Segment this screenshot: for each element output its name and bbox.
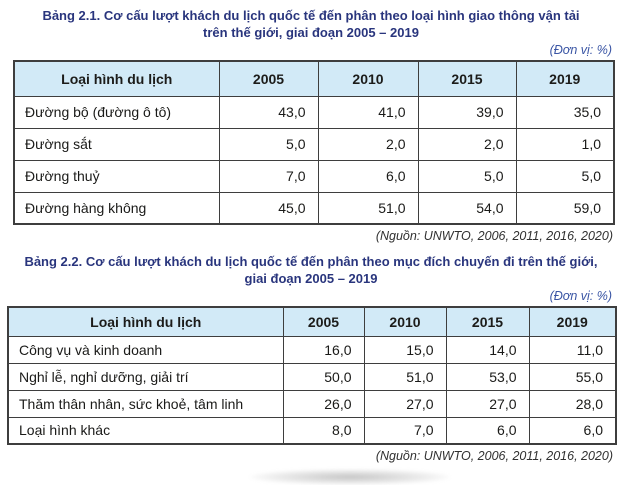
table-cell: 39,0 — [417, 95, 517, 129]
table-cell: 6,0 — [528, 416, 617, 445]
table-cell: 7,0 — [363, 416, 447, 445]
table-cell: 41,0 — [317, 95, 419, 129]
row-label: Đường sắt — [13, 127, 220, 161]
row-label: Công vụ và kinh doanh — [7, 335, 284, 364]
column-header: Loại hình du lịch — [13, 60, 220, 97]
table-row: Đường thuỷ 7,0 6,0 5,0 5,0 — [13, 159, 615, 193]
table-cell: 16,0 — [282, 335, 365, 364]
table-row: Công vụ và kinh doanh 16,0 15,0 14,0 11,… — [7, 335, 617, 364]
table2-title-line1: Bảng 2.2. Cơ cấu lượt khách du lịch quốc… — [24, 254, 598, 269]
table-cell: 7,0 — [218, 159, 319, 193]
table-cell: 54,0 — [417, 191, 517, 225]
table-header-row: Loại hình du lịch 2005 2010 2015 2019 — [7, 306, 617, 337]
column-header: 2010 — [363, 306, 447, 337]
table-cell: 11,0 — [528, 335, 617, 364]
table-cell: 5,0 — [417, 159, 517, 193]
table-cell: 2,0 — [317, 127, 419, 161]
table-cell: 28,0 — [528, 389, 617, 418]
table-cell: 35,0 — [515, 95, 615, 129]
table-cell: 15,0 — [363, 335, 447, 364]
column-header: 2015 — [445, 306, 530, 337]
table-row: Đường sắt 5,0 2,0 2,0 1,0 — [13, 127, 615, 161]
row-label: Loại hình khác — [7, 416, 284, 445]
table-cell: 27,0 — [445, 389, 530, 418]
table1-title-line2: trên thế giới, giai đoạn 2005 – 2019 — [203, 25, 419, 40]
row-label: Thăm thân nhân, sức khoẻ, tâm linh — [7, 389, 284, 418]
column-header: 2005 — [218, 60, 319, 97]
row-label: Nghỉ lễ, nghỉ dưỡng, giải trí — [7, 362, 284, 391]
table-cell: 6,0 — [445, 416, 530, 445]
table-cell: 53,0 — [445, 362, 530, 391]
transport-mode-table: Loại hình du lịch 2005 2010 2015 2019 Đư… — [13, 60, 615, 225]
table-cell: 1,0 — [515, 127, 615, 161]
table-cell: 59,0 — [515, 191, 615, 225]
table2-source-note: (Nguồn: UNWTO, 2006, 2011, 2016, 2020) — [375, 449, 613, 463]
table2-title-line2: giai đoạn 2005 – 2019 — [244, 271, 378, 286]
table-cell: 26,0 — [282, 389, 365, 418]
table-cell: 51,0 — [363, 362, 447, 391]
table-cell: 45,0 — [218, 191, 319, 225]
table-row: Thăm thân nhân, sức khoẻ, tâm linh 26,0 … — [7, 389, 617, 418]
column-header: 2019 — [528, 306, 617, 337]
row-label: Đường thuỷ — [13, 159, 220, 193]
table2-unit-note: (Đơn vị: %) — [549, 289, 612, 303]
table2-title: Bảng 2.2. Cơ cấu lượt khách du lịch quốc… — [0, 243, 622, 287]
column-header: Loại hình du lịch — [7, 306, 284, 337]
table1-title: Bảng 2.1. Cơ cấu lượt khách du lịch quốc… — [0, 0, 622, 41]
table-cell: 2,0 — [417, 127, 517, 161]
table1-title-line1: Bảng 2.1. Cơ cấu lượt khách du lịch quốc… — [42, 8, 580, 23]
table-cell: 27,0 — [363, 389, 447, 418]
table-cell: 8,0 — [282, 416, 365, 445]
table1-unit-note: (Đơn vị: %) — [549, 43, 612, 57]
column-header: 2005 — [282, 306, 365, 337]
column-header: 2015 — [417, 60, 517, 97]
row-label: Đường bộ (đường ô tô) — [13, 95, 220, 129]
table-cell: 50,0 — [282, 362, 365, 391]
column-header: 2010 — [317, 60, 419, 97]
table-cell: 55,0 — [528, 362, 617, 391]
table-row: Đường hàng không 45,0 51,0 54,0 59,0 — [13, 191, 615, 225]
table-cell: 5,0 — [218, 127, 319, 161]
table-cell: 6,0 — [317, 159, 419, 193]
table-cell: 51,0 — [317, 191, 419, 225]
table-row: Nghỉ lễ, nghỉ dưỡng, giải trí 50,0 51,0 … — [7, 362, 617, 391]
table-row: Loại hình khác 8,0 7,0 6,0 6,0 — [7, 416, 617, 445]
table-cell: 5,0 — [515, 159, 615, 193]
table-cell: 14,0 — [445, 335, 530, 364]
table-row: Đường bộ (đường ô tô) 43,0 41,0 39,0 35,… — [13, 95, 615, 129]
row-label: Đường hàng không — [13, 191, 220, 225]
table-header-row: Loại hình du lịch 2005 2010 2015 2019 — [13, 60, 615, 97]
trip-purpose-table: Loại hình du lịch 2005 2010 2015 2019 Cô… — [7, 306, 617, 445]
column-header: 2019 — [515, 60, 615, 97]
page-curl-shadow — [250, 469, 450, 485]
table1-source-note: (Nguồn: UNWTO, 2006, 2011, 2016, 2020) — [375, 229, 613, 243]
table-cell: 43,0 — [218, 95, 319, 129]
